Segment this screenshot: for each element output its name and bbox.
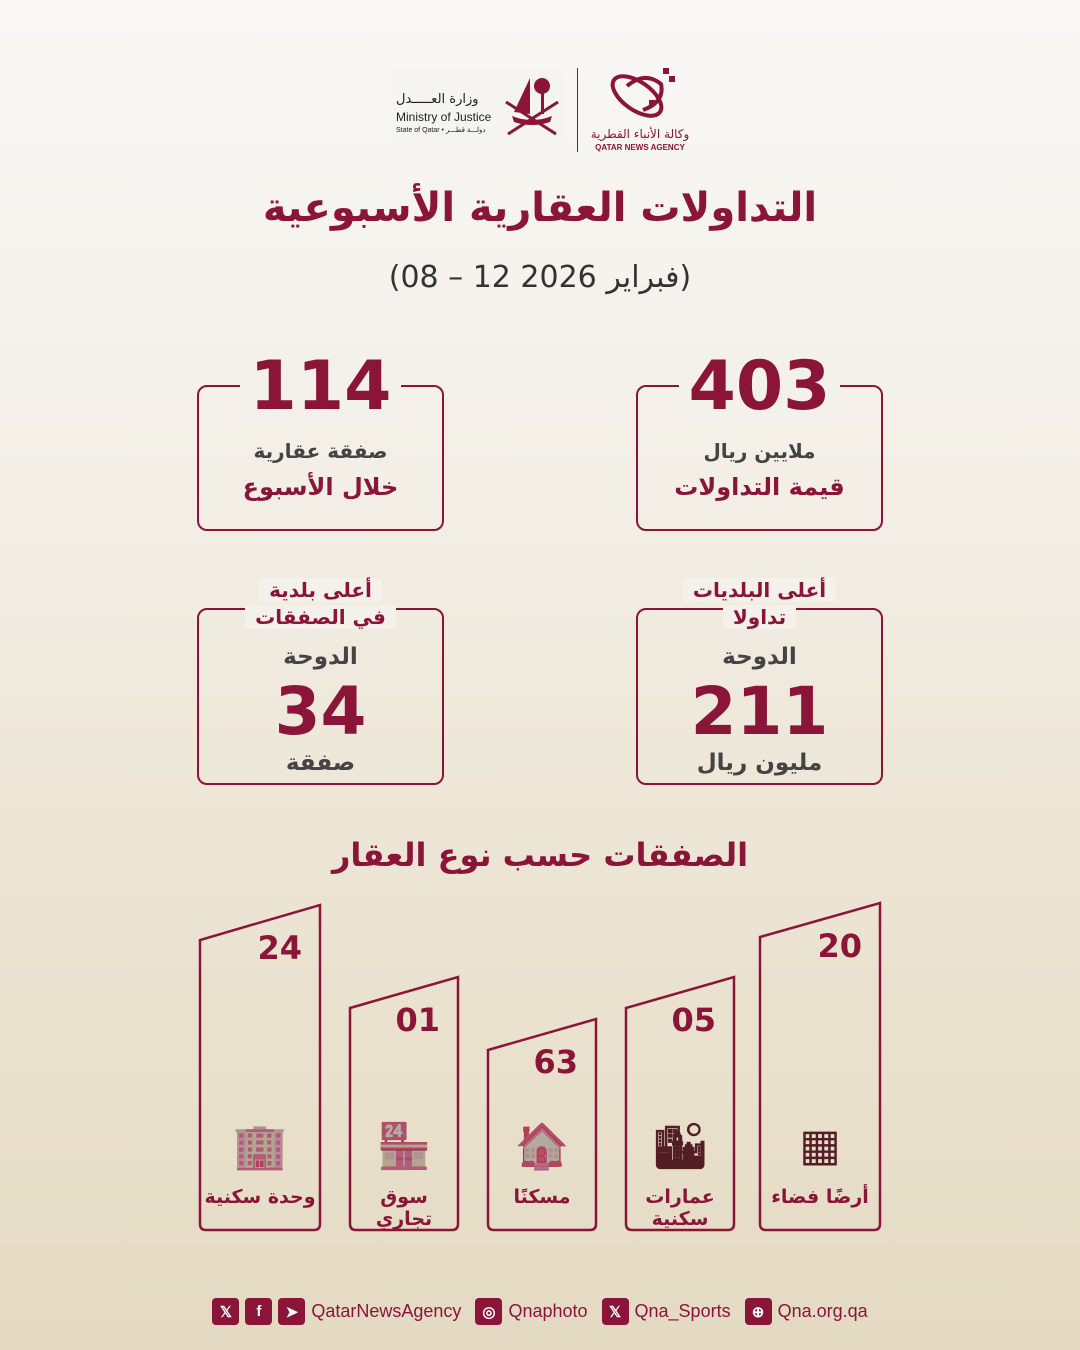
card4-place: الدوحة xyxy=(283,644,358,670)
residential-towers-icon: 🏙 xyxy=(652,1121,708,1172)
apartment-building-icon: 🏢 xyxy=(232,1121,288,1172)
bar-value: 05 xyxy=(671,1001,716,1039)
card4-heading2: في الصفقات xyxy=(245,605,396,629)
qna-logo-icon xyxy=(610,68,675,118)
card3-heading2: تداولا xyxy=(722,605,797,629)
qatar-emblem-icon xyxy=(505,78,559,136)
ministry-of-justice-logo xyxy=(393,67,563,151)
bar-1 xyxy=(348,975,460,1232)
instagram-handle[interactable]: Qnaphoto xyxy=(508,1301,588,1321)
qna-arabic-name: وكالة الأنباء القطرية xyxy=(590,127,690,141)
bar-4 xyxy=(758,901,882,1232)
card-trading-value: 403 ملايين ريال قيمة التداولات xyxy=(636,351,883,531)
card-top-municipality-deals: أعلى بلدية في الصفقات الدوحة 34 صفقة xyxy=(197,578,444,785)
card3-unit: مليون ريال xyxy=(696,750,823,776)
social-footer: 𝕏 f ➤ QatarNewsAgency ◎ Qnaphoto 𝕏 Qna_S… xyxy=(0,1298,1080,1325)
card-deals-count: 114 صفقة عقارية خلال الأسبوع xyxy=(197,351,444,531)
property-types-title: الصفقات حسب نوع العقار xyxy=(331,836,749,874)
deals-count-unit: صفقة عقارية xyxy=(253,439,388,463)
moj-arabic-name: وزارة العـــــدل xyxy=(396,92,479,107)
bar-0 xyxy=(198,903,322,1232)
bar-value: 01 xyxy=(395,1001,440,1039)
bar-value: 20 xyxy=(817,927,862,965)
main-handle[interactable]: QatarNewsAgency xyxy=(311,1301,462,1321)
website-link[interactable]: Qna.org.qa xyxy=(777,1301,868,1321)
page-title: التداولات العقارية الأسبوعية xyxy=(262,185,818,231)
card3-heading1: أعلى البلديات xyxy=(682,578,837,602)
instagram-icon[interactable]: ◎ xyxy=(475,1298,503,1325)
card3-place: الدوحة xyxy=(722,644,797,670)
bar-label: سوق تجاري xyxy=(375,1186,433,1230)
x-icon[interactable]: 𝕏 xyxy=(212,1298,240,1325)
globe-icon[interactable]: ⊕ xyxy=(744,1298,772,1325)
house-icon: 🏠 xyxy=(514,1121,570,1172)
sports-handle[interactable]: Qna_Sports xyxy=(634,1301,731,1321)
card-top-municipality-value: أعلى البلديات تداولا الدوحة 211 مليون ري… xyxy=(636,578,883,785)
bar-2 xyxy=(486,1017,598,1232)
bar-label: مسكنًا xyxy=(513,1186,571,1208)
deals-count-number: 114 xyxy=(239,351,402,423)
shop-icon: 🏪 xyxy=(376,1121,432,1172)
trading-value-number: 403 xyxy=(678,351,841,423)
x-icon[interactable]: 𝕏 xyxy=(601,1298,629,1325)
moj-subtitle: State of Qatar • دولـــة قطـــر xyxy=(396,127,486,134)
trading-value-unit: ملايين ريال xyxy=(703,439,816,463)
card4-number: 34 xyxy=(274,673,367,750)
facebook-icon[interactable]: f xyxy=(245,1298,273,1325)
card4-unit: صفقة xyxy=(285,750,356,776)
bar-3 xyxy=(624,975,736,1232)
date-range: (08 – 12 فبراير 2026) xyxy=(388,260,692,295)
qna-english-name: QATAR NEWS AGENCY xyxy=(595,143,685,152)
land-layers-icon: ▦ xyxy=(799,1120,841,1171)
bar-value: 24 xyxy=(257,929,302,967)
bar-value: 63 xyxy=(533,1043,578,1081)
telegram-icon[interactable]: ➤ xyxy=(278,1298,306,1325)
logo-divider xyxy=(577,68,578,152)
card3-number: 211 xyxy=(690,673,829,750)
moj-english-name: Ministry of Justice xyxy=(396,110,492,124)
bar-label: وحدة سكنية xyxy=(204,1186,316,1208)
deals-count-label: خلال الأسبوع xyxy=(242,473,399,501)
bar-label: أرضًا فضاء xyxy=(771,1186,869,1208)
card4-heading1: أعلى بلدية xyxy=(259,578,382,602)
bar-label: عمارات سكنية xyxy=(645,1186,715,1230)
trading-value-label: قيمة التداولات xyxy=(674,473,845,501)
